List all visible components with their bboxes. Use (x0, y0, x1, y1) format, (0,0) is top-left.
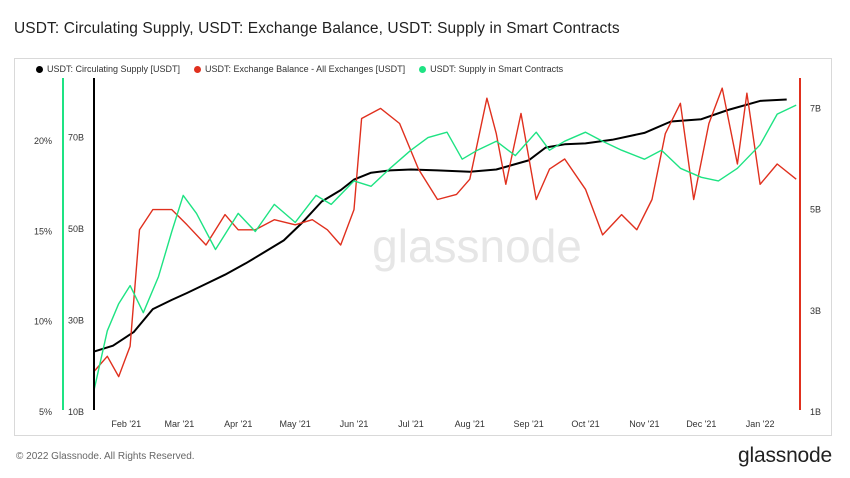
copyright: © 2022 Glassnode. All Rights Reserved. (16, 451, 195, 462)
left-supply-tick-label: 70B (68, 132, 84, 142)
legend[interactable]: USDT: Circulating Supply [USDT] USDT: Ex… (36, 64, 563, 74)
brand-logo: glassnode (738, 444, 832, 467)
x-tick-label: Jun '21 (340, 419, 369, 429)
smart-contracts-line (93, 104, 797, 391)
x-tick-label: Jul '21 (398, 419, 424, 429)
x-tick-label: May '21 (280, 419, 311, 429)
x-tick-label: Feb '21 (111, 419, 141, 429)
left-pct-tick-label: 20% (34, 136, 52, 146)
exchange-balance-line (93, 87, 797, 378)
x-tick-label: Apr '21 (224, 419, 252, 429)
legend-dot-smart-contracts (419, 65, 427, 73)
legend-label-smart-contracts: USDT: Supply in Smart Contracts (430, 64, 564, 74)
legend-item-exchange-balance[interactable]: USDT: Exchange Balance - All Exchanges [… (194, 64, 405, 74)
x-tick-label: Dec '21 (686, 419, 716, 429)
right-tick-label: 7B (810, 103, 821, 113)
chart-frame (14, 58, 832, 436)
legend-label-exchange-balance: USDT: Exchange Balance - All Exchanges [… (205, 64, 406, 74)
legend-item-smart-contracts[interactable]: USDT: Supply in Smart Contracts (419, 64, 563, 74)
x-tick-label: Sep '21 (513, 419, 543, 429)
legend-dot-circulating-supply (36, 65, 43, 73)
x-tick-label: Jan '22 (746, 419, 775, 429)
watermark-text: glassnode (372, 220, 582, 272)
right-tick-label: 3B (810, 306, 821, 316)
circulating-supply-line (93, 98, 787, 353)
left-supply-tick-label: 50B (68, 224, 84, 234)
left-pct-tick-label: 15% (34, 226, 52, 236)
legend-label-circulating-supply: USDT: Circulating Supply [USDT] (47, 64, 181, 74)
left-pct-tick-label: 10% (34, 317, 52, 327)
chart-title: USDT: Circulating Supply, USDT: Exchange… (14, 20, 620, 37)
left-supply-tick-label: 30B (68, 315, 84, 325)
x-tick-label: Oct '21 (571, 419, 599, 429)
left-pct-tick-label: 5% (39, 407, 52, 417)
legend-dot-exchange-balance (194, 65, 202, 73)
legend-item-circulating-supply[interactable]: USDT: Circulating Supply [USDT] (36, 64, 180, 74)
right-tick-label: 1B (810, 407, 821, 417)
right-tick-label: 5B (810, 205, 821, 215)
left-supply-tick-label: 10B (68, 407, 84, 417)
x-tick-label: Aug '21 (455, 419, 485, 429)
x-tick-label: Mar '21 (165, 419, 195, 429)
x-tick-label: Nov '21 (629, 419, 659, 429)
